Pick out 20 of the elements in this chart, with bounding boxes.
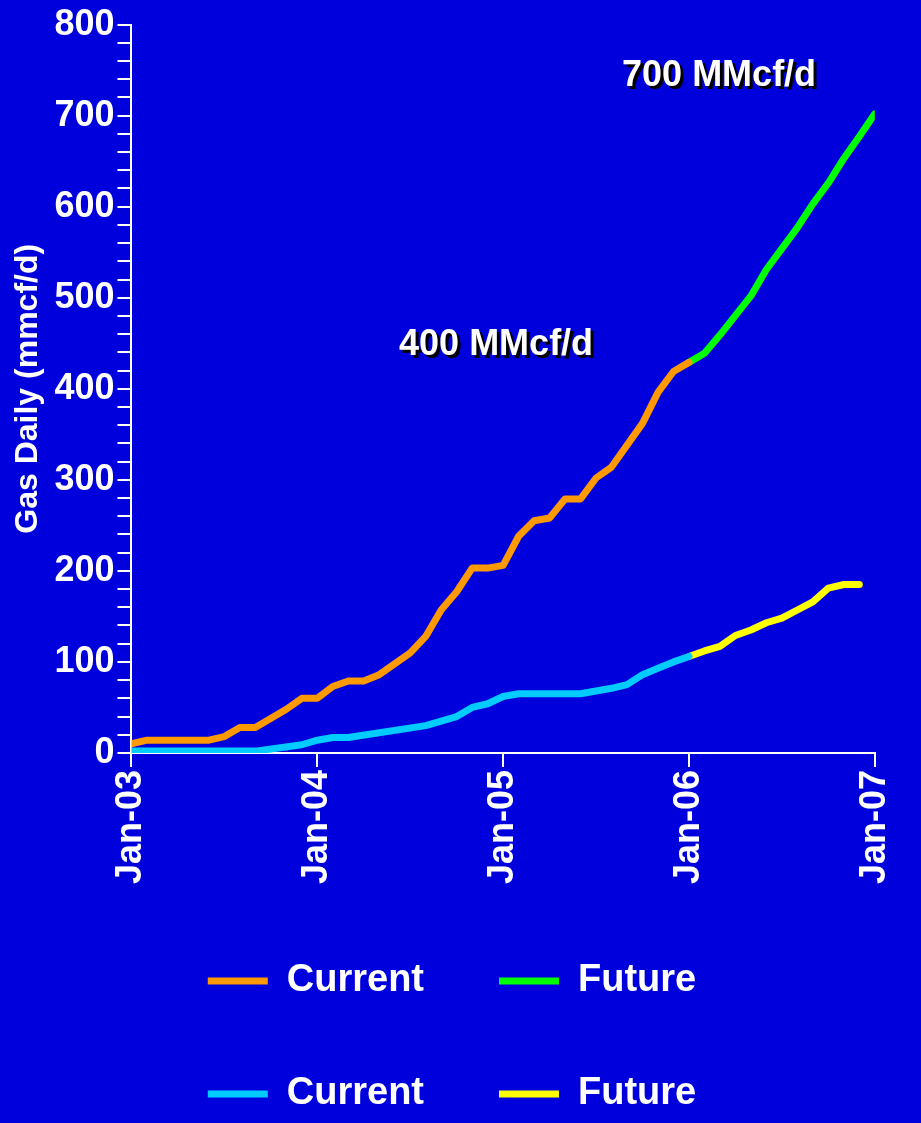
- y-tick-label: 600: [54, 183, 115, 225]
- legend-label: Current: [286, 957, 425, 1000]
- x-tick-label: Jan-07: [851, 769, 893, 885]
- legend-label: Future: [578, 1070, 697, 1113]
- x-tick-label: Jan-05: [480, 769, 522, 885]
- y-tick-label: 400: [54, 365, 115, 407]
- y-tick-label: 0: [94, 729, 115, 771]
- x-tick-label: Jan-03: [108, 769, 150, 885]
- legend-label: Future: [578, 957, 697, 1000]
- y-axis-title: Gas Daily (mmcf/d): [8, 243, 45, 534]
- y-tick-label: 500: [54, 274, 115, 316]
- y-tick-label: 700: [54, 92, 115, 134]
- annotation: 700 MMcf/d: [625, 55, 820, 97]
- x-tick-label: Jan-04: [294, 769, 336, 885]
- y-tick-label: 300: [54, 456, 115, 498]
- y-tick-label: 100: [54, 638, 115, 680]
- x-tick-label: Jan-06: [665, 769, 707, 885]
- y-tick-label: 800: [54, 1, 115, 43]
- y-tick-label: 200: [54, 547, 115, 589]
- legend-label: Current: [286, 1070, 425, 1113]
